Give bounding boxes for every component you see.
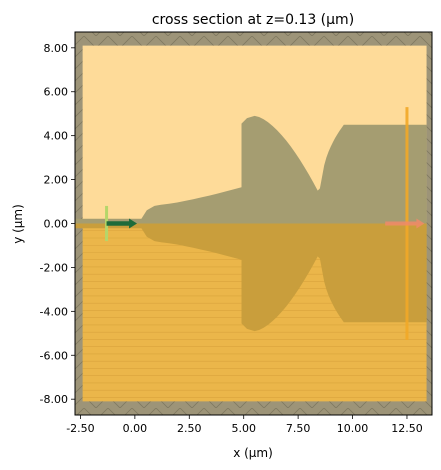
y-tick-label: -8.00 — [40, 393, 68, 406]
x-tick-label: 0.00 — [123, 422, 148, 435]
structure-lower-half — [75, 223, 427, 332]
chart-title: cross section at z=0.13 (µm) — [152, 12, 354, 28]
y-axis-label: y (µm) — [11, 204, 25, 244]
x-tick-label: 7.50 — [286, 422, 311, 435]
flux-monitor-arrow — [385, 218, 425, 229]
x-axis-ticks: -2.50 0.00 2.50 5.00 7.50 10.00 12.50 — [66, 415, 423, 435]
y-tick-label: 4.00 — [44, 130, 69, 143]
source-direction-arrow — [106, 218, 138, 229]
x-tick-label: -2.50 — [66, 422, 94, 435]
x-tick-label: 5.00 — [231, 422, 256, 435]
y-tick-label: 2.00 — [44, 174, 69, 187]
y-axis-ticks: 8.00 6.00 4.00 2.00 0.00 -2.00 -4.00 -6.00 -8.00 — [40, 42, 75, 406]
structure-upper-half — [75, 115, 427, 224]
y-tick-label: 6.00 — [44, 86, 69, 99]
x-tick-label: 12.50 — [391, 422, 423, 435]
y-tick-label: -2.00 — [40, 261, 68, 274]
y-tick-label: -6.00 — [40, 349, 68, 362]
plot-area — [75, 32, 432, 415]
x-tick-label: 2.50 — [177, 422, 202, 435]
x-axis-label: x (µm) — [233, 446, 273, 460]
y-tick-label: -4.00 — [40, 305, 68, 318]
y-tick-label: 0.00 — [44, 218, 69, 231]
y-tick-label: 8.00 — [44, 42, 69, 55]
x-tick-label: 10.00 — [337, 422, 369, 435]
